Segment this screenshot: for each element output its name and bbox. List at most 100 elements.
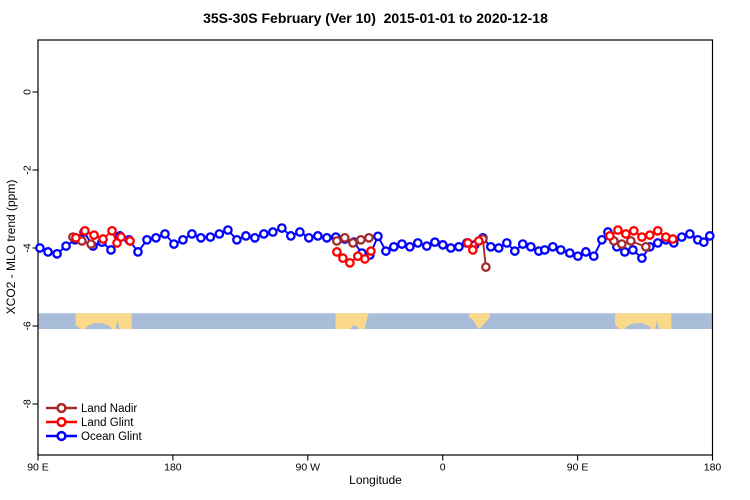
data-point bbox=[116, 232, 126, 242]
data-point bbox=[178, 234, 188, 245]
map-coast-taper bbox=[75, 325, 81, 330]
data-point bbox=[268, 227, 278, 237]
data-point bbox=[338, 253, 348, 263]
data-point bbox=[232, 234, 242, 245]
data-point bbox=[295, 227, 305, 237]
data-point bbox=[86, 239, 96, 249]
data-point bbox=[564, 248, 575, 258]
x-tick-label: 180 bbox=[164, 462, 182, 474]
data-point bbox=[373, 231, 383, 242]
data-point bbox=[151, 233, 161, 243]
data-point bbox=[332, 236, 342, 246]
map-strip bbox=[38, 313, 712, 330]
data-point bbox=[214, 229, 225, 239]
data-point bbox=[388, 241, 399, 252]
data-point bbox=[640, 241, 651, 252]
data-point bbox=[481, 262, 491, 272]
data-point bbox=[616, 239, 627, 249]
data-point bbox=[412, 238, 423, 248]
legend-label: Land Nadir bbox=[81, 403, 137, 415]
data-point bbox=[676, 232, 687, 242]
map-gulf-notch bbox=[655, 320, 660, 330]
data-point bbox=[525, 241, 536, 252]
y-tick-label: 0 bbox=[22, 89, 34, 95]
data-point bbox=[467, 245, 478, 255]
data-point bbox=[604, 231, 615, 241]
map-coast-taper bbox=[615, 325, 621, 330]
data-point bbox=[667, 234, 678, 244]
data-point bbox=[485, 241, 496, 252]
data-point bbox=[35, 243, 45, 253]
data-point bbox=[619, 247, 630, 257]
data-point bbox=[106, 245, 116, 255]
data-point bbox=[80, 225, 90, 236]
data-point bbox=[637, 253, 647, 263]
data-point bbox=[625, 236, 636, 246]
data-point bbox=[107, 225, 117, 236]
map-estuary-notch bbox=[350, 325, 359, 330]
legend-label: Land Glint bbox=[81, 417, 134, 429]
map-bight-notch bbox=[85, 323, 112, 330]
map-strip-ocean bbox=[38, 313, 712, 330]
data-point bbox=[312, 231, 323, 241]
data-point bbox=[259, 229, 269, 239]
data-point bbox=[43, 247, 53, 257]
data-point bbox=[621, 229, 631, 239]
data-point bbox=[637, 232, 647, 242]
data-point bbox=[366, 246, 376, 256]
x-tick-label: 0 bbox=[440, 462, 446, 474]
data-point bbox=[502, 238, 512, 248]
y-tick-label: -2 bbox=[22, 165, 34, 174]
data-point bbox=[517, 239, 528, 249]
data-point bbox=[133, 247, 143, 257]
data-point bbox=[493, 243, 504, 253]
data-point bbox=[125, 236, 135, 246]
data-point bbox=[473, 236, 484, 246]
data-point bbox=[339, 233, 350, 243]
x-tick-label: 90 E bbox=[27, 462, 49, 474]
data-point bbox=[196, 233, 206, 243]
data-point bbox=[652, 238, 663, 248]
map-gulf-notch bbox=[115, 320, 120, 330]
data-point bbox=[286, 231, 296, 241]
y-tick-label: -6 bbox=[22, 321, 34, 330]
data-point bbox=[223, 225, 233, 235]
y-tick-label: -8 bbox=[22, 399, 34, 408]
data-point bbox=[52, 249, 62, 259]
data-point bbox=[445, 243, 456, 253]
data-point bbox=[539, 245, 550, 255]
data-point bbox=[580, 247, 591, 257]
data-point bbox=[71, 233, 81, 243]
map-bight-notch bbox=[624, 323, 652, 330]
data-point bbox=[652, 225, 663, 236]
data-point bbox=[628, 225, 639, 236]
legend-marker-point bbox=[56, 416, 67, 428]
data-point bbox=[332, 247, 342, 257]
data-point bbox=[250, 233, 260, 243]
map-land-south-africa bbox=[468, 313, 490, 330]
data-point bbox=[142, 234, 152, 245]
data-point bbox=[454, 241, 464, 252]
x-tick-label: 90 W bbox=[296, 462, 321, 474]
data-point bbox=[704, 231, 715, 241]
x-tick-label: 180 bbox=[704, 462, 722, 474]
data-point bbox=[345, 257, 355, 268]
series-land-glint bbox=[71, 225, 678, 268]
data-point bbox=[205, 232, 216, 242]
data-point bbox=[160, 229, 170, 239]
legend-label: Ocean Glint bbox=[81, 431, 143, 443]
data-point bbox=[89, 230, 99, 240]
y-tick-label: -4 bbox=[22, 243, 34, 252]
data-point bbox=[277, 223, 287, 233]
data-point bbox=[381, 246, 391, 256]
data-point bbox=[573, 251, 583, 262]
data-point bbox=[303, 233, 314, 243]
data-point bbox=[613, 225, 623, 235]
data-point bbox=[98, 234, 108, 244]
data-point bbox=[588, 251, 599, 262]
data-point bbox=[241, 231, 251, 241]
chart-title: 35S-30S February (Ver 10) 2015-01-01 to … bbox=[203, 10, 548, 26]
data-point bbox=[364, 233, 374, 243]
